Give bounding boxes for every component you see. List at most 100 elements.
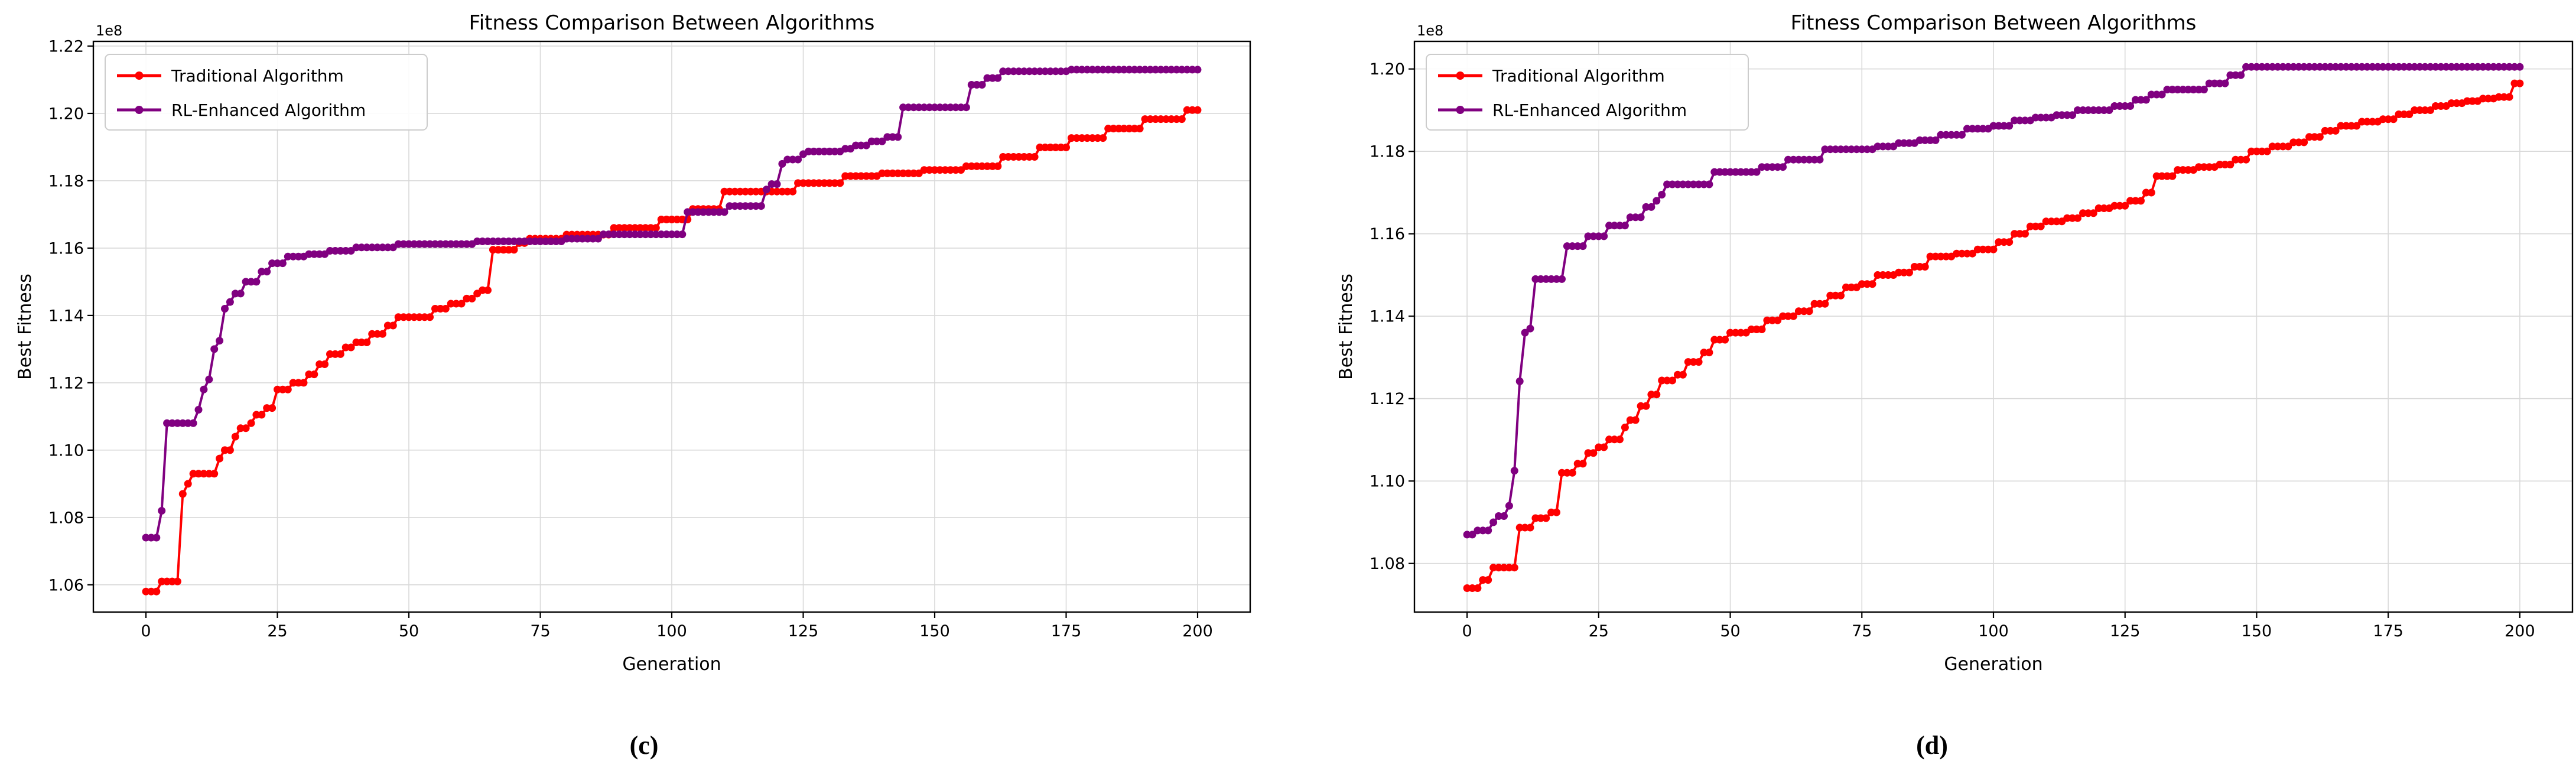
x-tick-label: 25 — [1589, 622, 1609, 640]
series-marker — [1125, 125, 1133, 133]
series-marker — [216, 454, 224, 463]
x-tick-label: 75 — [1852, 622, 1872, 640]
series-marker — [2221, 161, 2229, 168]
series-marker — [2373, 63, 2382, 71]
x-tick-label: 50 — [399, 622, 419, 640]
series-marker — [316, 360, 324, 368]
series-marker — [2311, 133, 2318, 141]
series-marker — [2137, 197, 2145, 205]
series-marker — [2094, 106, 2103, 114]
series-marker — [200, 470, 208, 478]
series-marker — [2253, 63, 2260, 71]
series-marker — [2184, 86, 2193, 94]
series-marker — [1926, 252, 1934, 261]
series-marker — [2200, 163, 2208, 171]
series-marker — [499, 238, 508, 245]
chart-title: Fitness Comparison Between Algorithms — [469, 11, 875, 35]
series-marker — [1790, 155, 1797, 164]
series-marker — [615, 224, 623, 232]
series-marker — [2174, 86, 2182, 94]
series-marker — [1663, 376, 1671, 385]
series-marker — [1479, 526, 1487, 535]
series-marker — [1674, 180, 1681, 188]
series-marker — [1710, 168, 1719, 176]
series-marker — [1637, 402, 1645, 410]
series-marker — [2468, 97, 2477, 105]
series-marker — [252, 411, 261, 419]
series-marker — [2347, 122, 2356, 130]
series-marker — [1025, 153, 1033, 161]
series-marker — [184, 419, 192, 427]
x-tick-label: 200 — [1182, 622, 1213, 640]
series-marker — [210, 345, 219, 353]
series-marker — [1790, 312, 1797, 320]
series-marker — [221, 446, 229, 454]
series-marker — [2216, 79, 2224, 87]
series-marker — [258, 411, 266, 419]
series-marker — [1130, 125, 1139, 133]
x-tick-label: 150 — [919, 622, 950, 640]
series-marker — [1172, 66, 1180, 74]
series-marker — [489, 246, 497, 254]
series-marker — [2011, 116, 2019, 125]
series-marker — [158, 577, 166, 585]
series-marker — [589, 235, 597, 243]
series-marker — [2068, 111, 2077, 119]
series-marker — [1104, 66, 1113, 74]
series-marker — [1568, 242, 1576, 251]
y-tick-label: 1.14 — [1370, 308, 1405, 326]
series-marker — [1626, 416, 1634, 424]
axis-ticks: 0 25 50 75 100 125 150 175 200 1.06 1.08 1.10 1.12 1.… — [48, 37, 1213, 640]
series-marker — [1794, 307, 1803, 315]
series-marker — [436, 240, 444, 248]
series-marker — [1489, 564, 1498, 572]
series-marker — [2395, 63, 2403, 71]
series-marker — [2500, 63, 2508, 71]
series-marker — [1094, 66, 1102, 74]
series-marker — [289, 252, 297, 261]
chart-panel-c: 0 25 50 75 100 125 150 175 200 1.06 1.08 1.10 1.12 1.… — [15, 11, 1251, 760]
series-marker — [2289, 138, 2298, 147]
series-marker — [1736, 328, 1745, 337]
series-marker — [1816, 300, 1824, 308]
series-marker — [594, 235, 602, 243]
series-marker — [983, 162, 991, 170]
series-marker — [2132, 96, 2139, 104]
series-marker — [1984, 245, 1992, 253]
series-marker — [173, 577, 181, 585]
series-marker — [205, 470, 213, 478]
series-marker — [1742, 168, 1750, 176]
legend-label: Traditional Algorithm — [1492, 66, 1665, 86]
series-marker — [889, 169, 897, 177]
legend-label: RL-Enhanced Algorithm — [1492, 100, 1687, 120]
series-marker — [463, 240, 471, 248]
series-marker — [2505, 93, 2513, 101]
series-marker — [2216, 161, 2224, 168]
series-marker — [184, 480, 192, 488]
series-marker — [2237, 155, 2245, 164]
series-marker — [1995, 122, 2003, 130]
series-marker — [1036, 144, 1044, 151]
series-marker — [1600, 443, 1608, 451]
series-marker — [2163, 172, 2171, 180]
series-marker — [1052, 144, 1060, 151]
series-marker — [310, 250, 318, 258]
series-marker — [2416, 63, 2424, 71]
series-marker — [1104, 125, 1113, 133]
series-marker — [1515, 377, 1524, 385]
series-marker — [1958, 131, 1966, 139]
series-marker — [399, 313, 408, 321]
series-marker — [431, 240, 439, 248]
series-marker — [668, 216, 676, 223]
series-marker — [484, 286, 492, 294]
series-marker — [773, 187, 781, 196]
series-marker — [505, 246, 513, 254]
series-marker — [1088, 66, 1097, 74]
series-marker — [2258, 147, 2266, 155]
series-marker — [189, 470, 197, 478]
series-marker — [1136, 66, 1144, 74]
series-marker — [1763, 316, 1771, 324]
series-marker — [2494, 63, 2503, 71]
series-marker — [379, 330, 386, 338]
x-axis-label: Generation — [622, 654, 721, 675]
